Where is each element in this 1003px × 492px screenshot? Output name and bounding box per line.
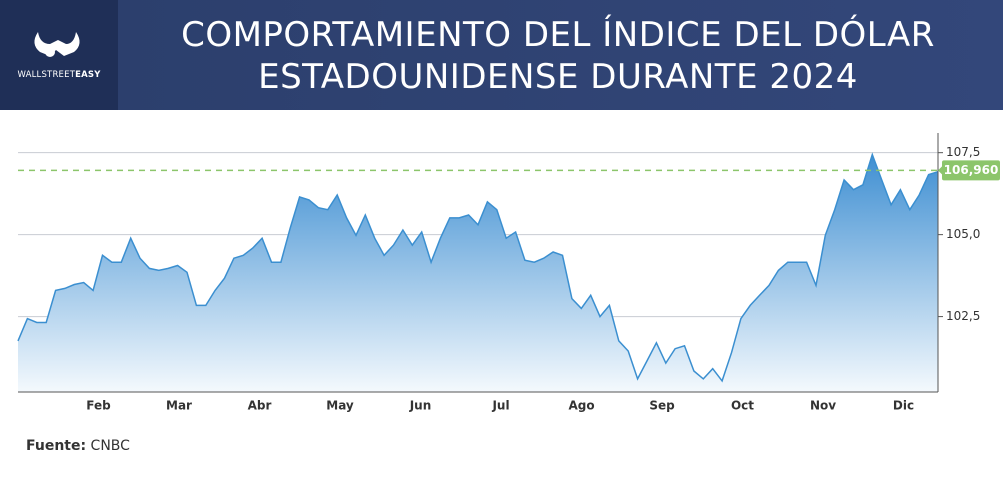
x-tick-label: Ago: [568, 399, 594, 413]
reference-pointer: [938, 165, 943, 176]
x-tick-label: May: [326, 399, 354, 413]
x-tick-label: Nov: [810, 399, 836, 413]
header: WALLSTREETEASY COMPORTAMIENTO DEL ÍNDICE…: [0, 0, 1003, 110]
reference-badge: [942, 160, 1000, 181]
logo-icon: [34, 32, 80, 57]
chart: 102,5 105,0 107,5 Feb Mar Abr May Jun Jul Ago Sep O…: [17, 133, 1000, 413]
reference-label: 106,960: [944, 163, 999, 177]
x-tick-label: Jul: [491, 399, 509, 413]
y-tick-label: 102,5: [946, 309, 980, 323]
source-label: Fuente:: [26, 438, 87, 454]
y-tick-label: 105,0: [946, 227, 980, 241]
source: Fuente: CNBC: [26, 438, 130, 454]
source-value: CNBC: [90, 438, 130, 454]
x-tick-label: Mar: [166, 399, 192, 413]
x-tick-label: Abr: [248, 399, 272, 413]
x-tick-label: Sep: [649, 399, 675, 413]
chart-title: COMPORTAMIENTO DEL ÍNDICE DEL DÓLAR ESTA…: [181, 15, 935, 97]
x-tick-label: Oct: [731, 399, 754, 413]
y-tick-label: 107,5: [946, 145, 980, 159]
line: [17, 152, 939, 383]
x-tick-label: Dic: [893, 399, 914, 413]
logo-word-bold: EASY: [75, 70, 101, 80]
x-tick-label: Feb: [86, 399, 111, 413]
logo: WALLSTREETEASY: [0, 0, 118, 110]
area: [18, 154, 938, 392]
x-tick-label: Jun: [409, 399, 432, 413]
logo-word: WALLSTREET: [17, 70, 76, 80]
logo-text: WALLSTREETEASY: [0, 70, 118, 80]
